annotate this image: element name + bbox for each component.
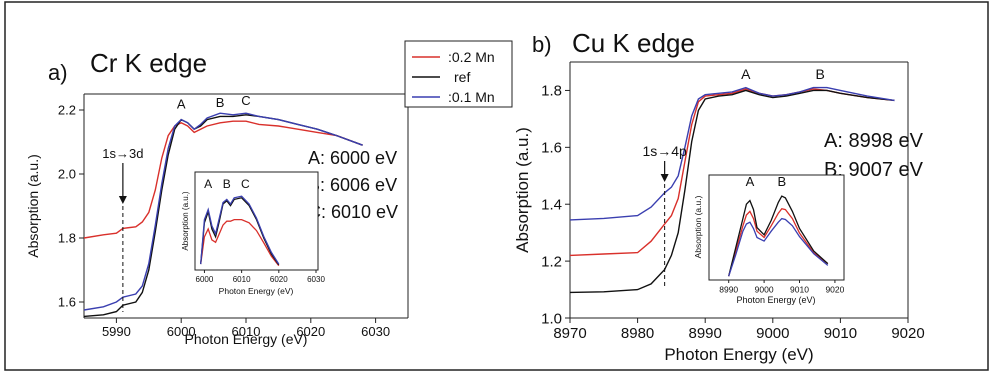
panel-cr-xlabel: Photon Energy (eV): [185, 331, 308, 347]
inset-peak-label: B: [777, 174, 786, 189]
panel-cu-inset-series: [728, 195, 829, 277]
panel-cr-inset-xlabel: Photon Energy (eV): [219, 286, 294, 296]
inset-x-tick-label: 8990: [719, 285, 738, 295]
y-tick-label: 1.4: [541, 196, 562, 213]
legend-entry: ref: [412, 69, 470, 85]
inset-x-tick-label: 6000: [196, 275, 214, 284]
panel-cu-energy-b: B: 9007 eV: [824, 159, 924, 181]
panel-cu-series: [569, 86, 895, 294]
x-tick-label: 8970: [553, 325, 586, 342]
panel-cu-ylabel: Absorption (a.u.): [513, 127, 532, 253]
x-tick-label: 6010: [232, 324, 261, 339]
panel-cr-energy-b: B: 6006 eV: [308, 175, 397, 195]
panel-cr-inset-ylabel: Absorption (a.u.): [181, 191, 190, 250]
y-tick-label: 1.0: [541, 310, 562, 327]
legend-label-2: :0.1 Mn: [448, 89, 495, 105]
x-tick-label: 6030: [361, 324, 390, 339]
panel-cu-x-ticks: 8970 8980 8990 9000 9010 9020: [553, 318, 925, 342]
inset-peak-label: B: [223, 177, 231, 191]
panel-cu: b) Cu K edge 8970 8980 8990 9000 9010 9020 1.…: [513, 28, 925, 364]
legend-entry: :0.1 Mn: [412, 89, 495, 105]
panel-cu-energy-a: A: 8998 eV: [824, 130, 924, 152]
legend: :0.2 Mn ref :0.1 Mn: [404, 40, 513, 108]
inset-x-tick-label: 9000: [755, 285, 774, 295]
panel-cu-y-ticks: 1.0 1.2 1.4 1.6 1.8: [541, 83, 570, 327]
series-line: [569, 86, 895, 221]
inset-x-tick-label: 6030: [307, 275, 325, 284]
panel-cr-x-ticks: 5990 6000 6010 6020 6030: [102, 318, 390, 339]
panel-cu-inset-frame: [708, 174, 845, 281]
inset-x-tick-label: 9020: [825, 285, 844, 295]
panel-cu-transition-arrowhead: [660, 174, 669, 182]
inset-series-line: [200, 218, 280, 267]
panel-cu-label: b): [532, 32, 552, 57]
panel-cu-inset-ylabel: Absorption (a.u.): [693, 195, 703, 258]
inset-series-line: [728, 217, 829, 277]
inset-x-tick-label: 6020: [270, 275, 288, 284]
panel-cr-energy-a: A: 6000 eV: [308, 148, 397, 168]
inset-peak-label: A: [746, 174, 755, 189]
panel-cr-inset-x-ticks: 6000 6010 6020 6030: [196, 270, 325, 284]
y-tick-label: 1.6: [541, 140, 562, 157]
legend-label-0: :0.2 Mn: [448, 49, 495, 65]
panel-cr-series: [83, 112, 363, 318]
series-line: [83, 120, 363, 239]
inset-x-tick-label: 9010: [790, 285, 809, 295]
inset-series-line: [728, 207, 829, 277]
figure-frame: [4, 1, 989, 371]
panel-cr-label: a): [48, 60, 68, 85]
panel-cr-y-ticks: 1.6 1.8 2.0 2.2: [58, 103, 84, 310]
series-line: [569, 88, 895, 257]
legend-label-1: ref: [454, 69, 470, 85]
inset-series-line: [728, 195, 829, 277]
y-tick-label: 1.6: [58, 295, 76, 310]
legend-entry: :0.2 Mn: [412, 49, 495, 65]
panel-cu-transition-label: 1s→4p: [642, 143, 687, 159]
panel-cr-transition-arrowhead: [118, 196, 127, 204]
y-tick-label: 1.8: [541, 83, 562, 100]
panel-cr-ylabel: Absorption (a.u.): [25, 154, 41, 258]
series-line: [83, 112, 363, 311]
panel-cu-title: Cu K edge: [572, 28, 695, 58]
y-tick-label: 2.0: [58, 167, 76, 182]
panel-cr-energy-c: C: 6010 eV: [308, 202, 398, 222]
panel-cu-xlabel: Photon Energy (eV): [664, 345, 813, 364]
panel-cr-title: Cr K edge: [90, 48, 207, 78]
peak-label: A: [741, 66, 751, 82]
panel-cr-inset-series: [200, 195, 280, 267]
x-tick-label: 6000: [167, 324, 196, 339]
peak-label: B: [216, 95, 225, 110]
x-tick-label: 9000: [756, 325, 789, 342]
legend-box: [404, 40, 513, 108]
x-tick-label: 9020: [891, 325, 924, 342]
inset-series-line: [200, 195, 280, 265]
panel-cr: a) Cr K edge 5990 6000 6010 6020 6030 1.6 1.8…: [25, 48, 409, 347]
panel-cr-peak-labels: A B C: [177, 93, 251, 111]
y-tick-label: 1.8: [58, 231, 76, 246]
peak-label: C: [241, 93, 250, 108]
x-tick-label: 5990: [102, 324, 131, 339]
peak-label: B: [815, 66, 824, 82]
inset-peak-label: C: [241, 177, 250, 191]
panel-cu-inset-xlabel: Photon Energy (eV): [736, 295, 815, 305]
y-tick-label: 2.2: [58, 103, 76, 118]
panel-cu-inset-x-ticks: 8990 9000 9010 9020: [719, 280, 845, 295]
panel-cr-transition-label: 1s→3d: [102, 146, 143, 161]
inset-peak-label: A: [204, 177, 212, 191]
series-line: [569, 89, 895, 294]
x-tick-label: 8980: [621, 325, 654, 342]
x-tick-label: 9010: [824, 325, 857, 342]
inset-x-tick-label: 6010: [233, 275, 251, 284]
x-tick-label: 6020: [296, 324, 325, 339]
peak-label: A: [177, 96, 186, 111]
x-tick-label: 8990: [689, 325, 722, 342]
y-tick-label: 1.2: [541, 253, 562, 270]
